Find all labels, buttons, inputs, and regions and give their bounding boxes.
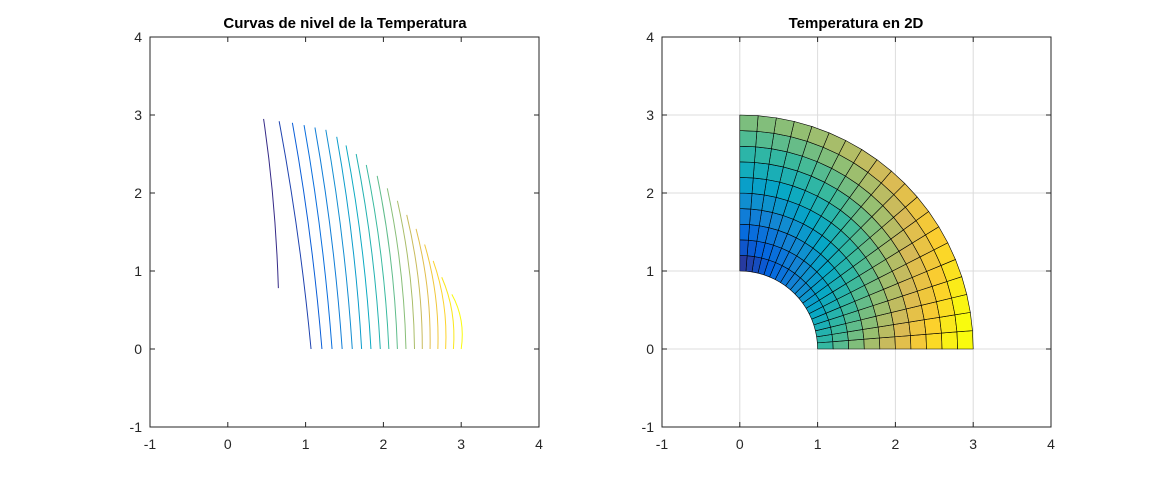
surface-plot-xtick-label: -1 — [656, 436, 669, 452]
surface-mesh-cell — [739, 161, 755, 179]
surface-mesh-cell — [756, 115, 777, 134]
surface-plot-xtick-label: 0 — [736, 436, 744, 452]
contour-level-line — [432, 260, 447, 350]
contour-level-line — [365, 164, 390, 350]
surface-mesh-cell — [910, 333, 927, 350]
surface-plot-title: Temperatura en 2D — [789, 15, 924, 32]
surface-mesh-cell — [941, 331, 958, 350]
contour-plot-xtick-label: 0 — [224, 436, 232, 452]
contour-level-line — [386, 188, 407, 350]
surface-mesh-cell — [755, 130, 775, 150]
surface-mesh-cell — [752, 162, 770, 180]
contour-level-line — [263, 118, 279, 289]
surface-mesh-cell — [954, 312, 973, 333]
surface-mesh-cell — [739, 145, 756, 163]
contour-plot-panel: Curvas de nivel de la Temperatura -1 0 1 2 3… — [130, 15, 544, 452]
contour-plot-ytick-label: 3 — [134, 107, 142, 123]
contour-plot-ytick-label: -1 — [130, 419, 143, 435]
surface-mesh-cell — [739, 130, 758, 148]
surface-mesh-cell — [863, 337, 881, 350]
contour-plot-xtick-label: -1 — [144, 436, 157, 452]
contour-level-line — [355, 153, 381, 350]
surface-mesh-cell — [848, 338, 865, 350]
contour-level-line — [376, 175, 398, 350]
surface-plot-ytick-label: 1 — [646, 263, 654, 279]
surface-mesh-cell — [773, 117, 795, 137]
surface-mesh-cell — [739, 223, 750, 241]
surface-mesh-cell — [739, 239, 749, 257]
contour-level-line — [406, 214, 423, 350]
surface-mesh-cell — [739, 114, 759, 132]
surface-mesh-cell — [879, 336, 896, 350]
surface-plot-xtick-label: 2 — [892, 436, 900, 452]
surface-mesh-cell — [925, 332, 943, 350]
surface-plot-panel: Temperatura en 2D -1 0 1 2 3 4 -1 0 1 2 3 4 — [642, 15, 1056, 452]
contour-plot-axes-box — [149, 36, 540, 428]
surface-mesh-cell — [939, 314, 958, 334]
surface-mesh-cell — [739, 192, 753, 210]
contour-level-line — [396, 200, 416, 350]
surface-mesh-cell — [739, 177, 754, 194]
surface-mesh-cell — [751, 177, 767, 196]
contour-level-line — [303, 125, 333, 350]
surface-plot-xtick-label: 3 — [969, 436, 977, 452]
contour-plot-xtick-label: 4 — [535, 436, 543, 452]
temperature-surface-mesh — [739, 114, 974, 350]
contour-level-line — [291, 122, 323, 350]
surface-mesh-cell — [754, 146, 772, 165]
contour-plot-xtick-label: 3 — [457, 436, 465, 452]
surface-plot-ytick-label: 0 — [646, 341, 654, 357]
surface-plot-ytick-label: 2 — [646, 185, 654, 201]
contour-plot-ytick-label: 0 — [134, 341, 142, 357]
contour-level-line — [451, 294, 463, 350]
contour-level-line — [325, 129, 353, 350]
contour-level-line — [336, 136, 363, 350]
surface-plot-ytick-label: -1 — [642, 419, 655, 435]
surface-mesh-cell — [750, 193, 765, 211]
surface-mesh-cell — [908, 319, 927, 336]
contour-level-line — [424, 244, 439, 350]
contour-plot-xtick-label: 1 — [302, 436, 310, 452]
surface-mesh-cell — [923, 316, 942, 335]
surface-plot-xtick-label: 4 — [1047, 436, 1055, 452]
surface-mesh-cell — [749, 208, 763, 227]
surface-mesh-cell — [739, 255, 748, 272]
surface-plot-ticks: -1 0 1 2 3 4 -1 0 1 2 3 4 — [642, 29, 1056, 452]
contour-plot-ytick-label: 1 — [134, 263, 142, 279]
contour-plot-ticks: -1 0 1 2 3 4 -1 0 1 2 3 4 — [130, 29, 544, 452]
contour-plot-ytick-label: 4 — [134, 29, 142, 45]
contour-plot-xtick-label: 2 — [380, 436, 388, 452]
surface-plot-ytick-label: 4 — [646, 29, 654, 45]
surface-mesh-cell — [894, 335, 912, 350]
contour-level-line — [415, 228, 431, 350]
surface-plot-xtick-label: 1 — [814, 436, 822, 452]
surface-mesh-cell — [956, 330, 974, 350]
surface-mesh-cell — [739, 208, 752, 225]
surface-plot-axes-box — [661, 36, 1052, 428]
surface-plot-ytick-label: 3 — [646, 107, 654, 123]
contour-level-line — [441, 277, 455, 350]
contour-plot-title: Curvas de nivel de la Temperatura — [223, 15, 467, 32]
contour-plot-ytick-label: 2 — [134, 185, 142, 201]
contour-level-line — [278, 121, 312, 350]
contour-level-line — [314, 127, 343, 350]
contour-level-line — [345, 145, 372, 350]
contour-lines — [263, 118, 463, 350]
